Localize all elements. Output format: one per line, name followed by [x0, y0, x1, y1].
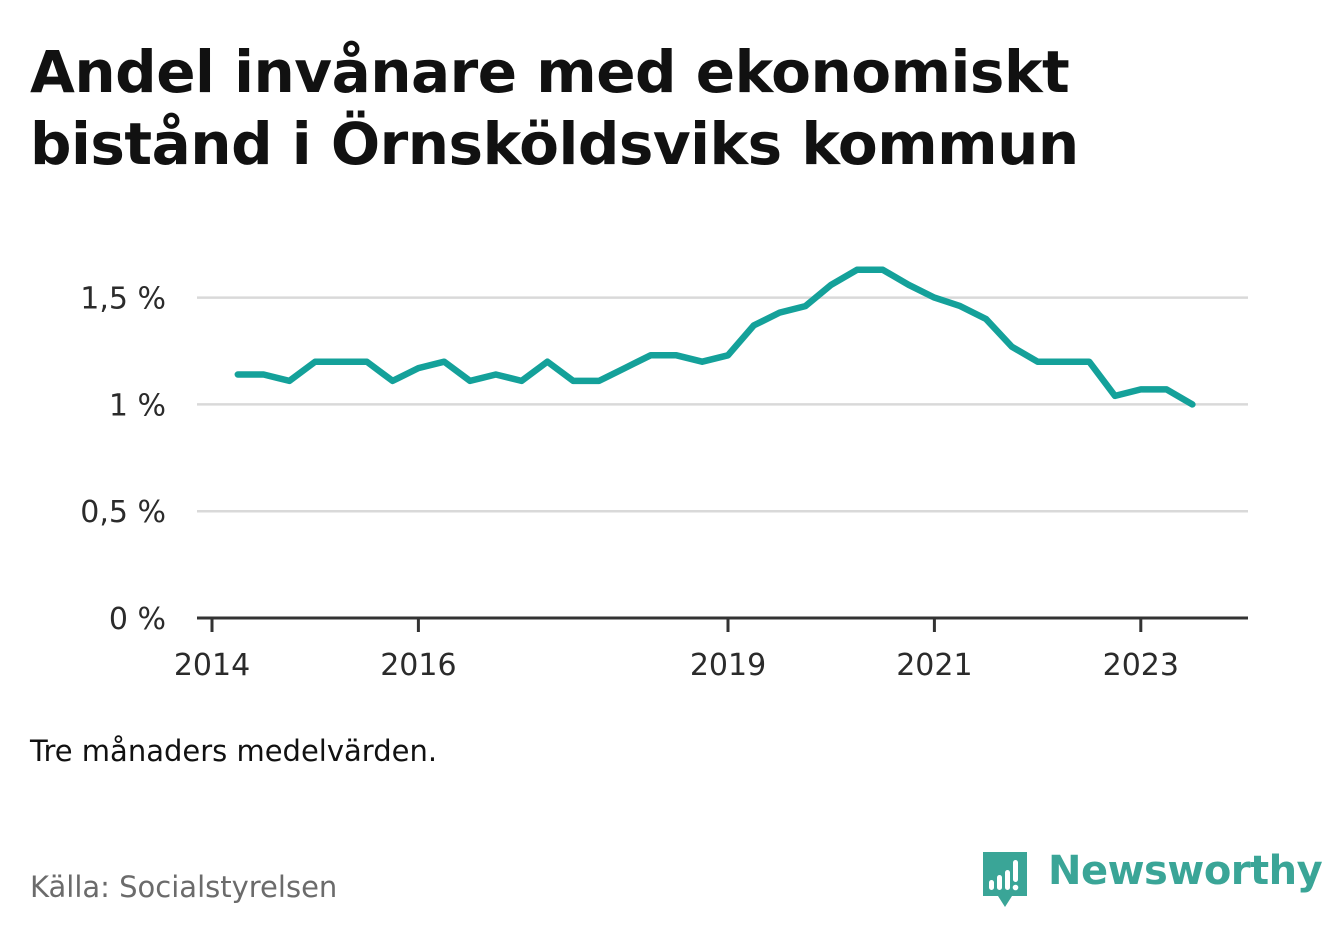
y-tick-label: 1,5 % — [80, 282, 166, 317]
series-line — [234, 266, 1196, 408]
chart-title: Andel invånare med ekonomiskt bistånd i … — [30, 38, 1079, 178]
x-tick-label: 2021 — [896, 648, 972, 683]
y-tick-label: 0 % — [109, 602, 166, 637]
newsworthy-logo: Newsworthy — [980, 848, 1322, 912]
bar-chart-speech-bubble-icon — [983, 852, 1027, 907]
y-tick-label: 0,5 % — [80, 495, 166, 530]
source-credit: Källa: Socialstyrelsen — [30, 870, 338, 904]
x-tick-label: 2016 — [380, 648, 456, 683]
x-tick-label: 2014 — [174, 648, 250, 683]
chart-note: Tre månaders medelvärden. — [30, 734, 438, 768]
brand-name: Newsworthy — [1048, 848, 1322, 894]
y-tick-label: 1 % — [109, 388, 166, 423]
x-axis — [197, 616, 1248, 632]
y-tick-labels: 0 % 0,5 % 1 % 1,5 % — [80, 282, 166, 637]
series-layer — [234, 266, 1196, 408]
gridlines — [197, 296, 1248, 513]
x-tick-label: 2023 — [1103, 648, 1179, 683]
x-tick-label: 2019 — [690, 648, 766, 683]
x-tick-labels: 2014 2016 2019 2021 2023 — [174, 648, 1179, 683]
